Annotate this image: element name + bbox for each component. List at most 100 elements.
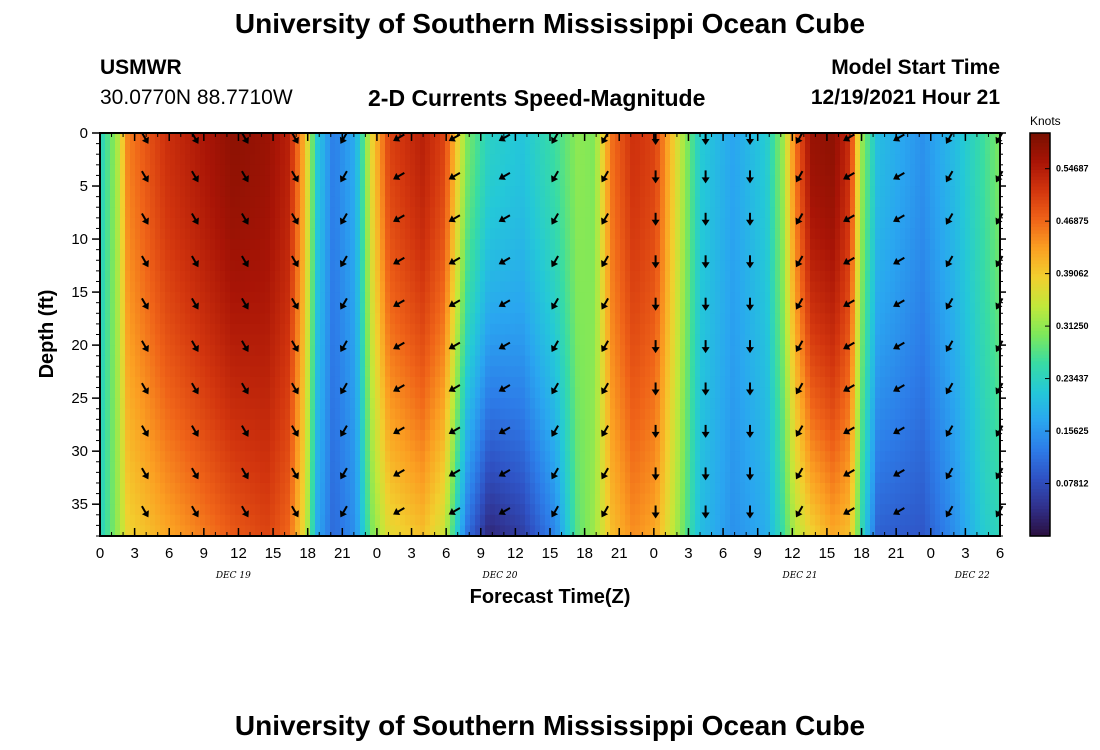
heatmap-cell [330,345,336,357]
heatmap-cell [580,154,586,166]
heatmap-cell [645,270,651,283]
heatmap-cell [705,345,711,357]
heatmap-cell [370,239,376,251]
heatmap-cell [580,323,586,336]
heatmap-cell [865,260,871,272]
heatmap-cell [555,154,561,166]
heatmap-cell [425,281,431,293]
heatmap-cell [225,228,231,240]
heatmap-cell [920,270,926,283]
heatmap-cell [300,196,306,208]
heatmap-cell [130,270,136,283]
heatmap-cell [565,376,571,389]
heatmap-cell [350,398,356,410]
heatmap-cell [305,408,311,420]
heatmap-cell [840,355,846,367]
heatmap-cell [350,366,356,378]
heatmap-cell [930,281,936,293]
heatmap-cell [475,154,481,166]
heatmap-cell [930,292,936,304]
heatmap-cell [495,175,501,187]
heatmap-cell [635,133,641,145]
heatmap-cell [530,366,536,378]
heatmap-cell [305,270,311,283]
heatmap-cell [340,281,346,293]
heatmap-cell [870,334,876,346]
heatmap-cell [720,164,726,177]
heatmap-cell [265,419,271,431]
heatmap-cell [445,334,451,346]
heatmap-cell [410,260,416,272]
heatmap-cell [840,207,846,219]
heatmap-cell [110,217,116,230]
heatmap-cell [475,387,481,399]
heatmap-cell [950,270,956,283]
heatmap-cell [900,143,906,155]
heatmap-cell [220,143,226,155]
heatmap-cell [430,260,436,272]
heatmap-cell [225,398,231,410]
heatmap-cell [545,387,551,399]
heatmap-cell [555,270,561,283]
heatmap-cell [465,292,471,304]
heatmap-cell [970,260,976,272]
heatmap-cell [745,196,751,208]
heatmap-cell [855,249,861,261]
heatmap-cell [835,260,841,272]
heatmap-cell [330,133,336,145]
heatmap-cell [455,387,461,399]
heatmap-cell [795,228,801,240]
heatmap-cell [460,164,466,177]
heatmap-cell [735,281,741,293]
heatmap-cell [670,154,676,166]
heatmap-cell [330,239,336,251]
heatmap-cell [490,270,496,283]
heatmap-cell [250,376,256,389]
heatmap-cell [255,164,261,177]
heatmap-cell [985,143,991,155]
heatmap-cell [270,186,276,198]
heatmap-cell [610,345,616,357]
heatmap-cell [215,186,221,198]
heatmap-cell [450,239,456,251]
heatmap-cell [935,398,941,410]
heatmap-cell [750,133,756,145]
heatmap-cell [860,133,866,145]
heatmap-cell [315,345,321,357]
heatmap-cell [675,270,681,283]
heatmap-cell [920,323,926,336]
heatmap-cell [970,334,976,346]
heatmap-cell [915,249,921,261]
heatmap-cell [450,175,456,187]
heatmap-cell [980,313,986,325]
heatmap-cell [500,345,506,357]
heatmap-cell [615,186,621,198]
heatmap-cell [865,355,871,367]
heatmap-cell [825,408,831,420]
heatmap-cell [630,217,636,230]
heatmap-cell [805,345,811,357]
heatmap-cell [640,313,646,325]
heatmap-cell [370,398,376,410]
heatmap-cell [885,345,891,357]
heatmap-cell [130,302,136,314]
heatmap-cell [890,154,896,166]
heatmap-cell [630,398,636,410]
heatmap-cell [565,355,571,367]
heatmap-cell [985,313,991,325]
heatmap-cell [285,164,291,177]
heatmap-cell [340,292,346,304]
heatmap-cell [485,313,491,325]
heatmap-cell [345,249,351,261]
heatmap-cell [570,133,576,145]
heatmap-cell [575,281,581,293]
heatmap-cell [780,186,786,198]
heatmap-cell [800,281,806,293]
heatmap-cell [880,292,886,304]
heatmap-cell [955,154,961,166]
heatmap-cell [655,133,661,145]
heatmap-cell [450,270,456,283]
heatmap-cell [550,281,556,293]
heatmap-cell [170,366,176,378]
heatmap-cell [150,239,156,251]
